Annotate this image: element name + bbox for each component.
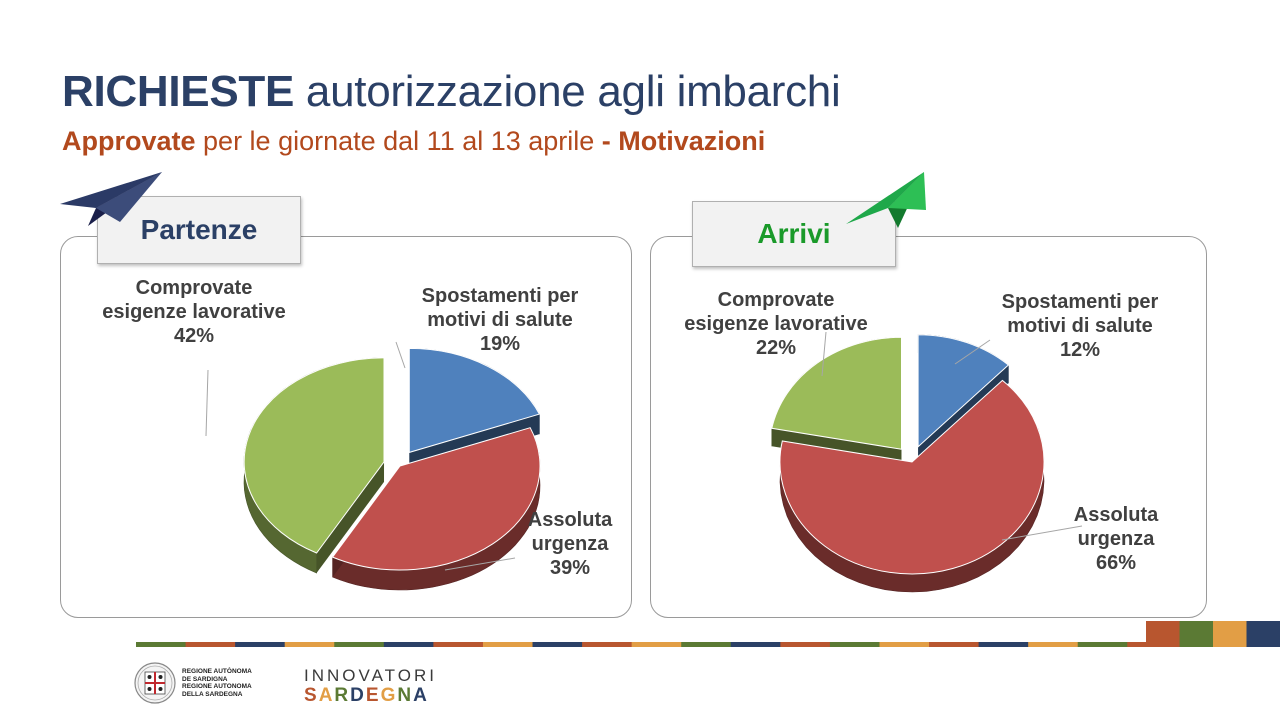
footer-bar-segment xyxy=(185,642,236,647)
footer-bar-segment xyxy=(482,642,534,647)
leader-line xyxy=(954,339,991,365)
region-line: DELLA SARDEGNA xyxy=(182,690,243,698)
footer-bar-segment xyxy=(582,642,633,647)
leader-line xyxy=(821,331,827,377)
leader-line xyxy=(205,369,209,437)
page-subtitle: Approvate per le giornate dal 11 al 13 a… xyxy=(62,124,765,158)
sardegna-letter: R xyxy=(334,685,351,706)
footer-bar-segment xyxy=(780,642,831,647)
sardegna-letter: N xyxy=(397,685,414,706)
region-line: REGIONE AUTÒNOMA xyxy=(182,668,252,675)
pie-slice xyxy=(243,357,385,554)
innovatori-text: INNOVATORI xyxy=(304,666,437,685)
leader-line xyxy=(444,557,516,571)
sardegna-letter: A xyxy=(318,685,335,706)
leader-line xyxy=(395,341,406,369)
footer-bar-segment xyxy=(334,642,385,647)
innovatori-sardegna-logo: INNOVATORI SARDEGNA xyxy=(304,666,437,706)
page-title: RICHIESTE autorizzazione agli imbarchi xyxy=(62,66,841,118)
sardegna-letter: A xyxy=(413,685,429,706)
subtitle-bold-approvate: Approvate xyxy=(62,126,196,156)
data-label: Comprovate esigenze lavorative 22% xyxy=(684,289,867,359)
data-label: Assoluta urgenza 66% xyxy=(1074,504,1159,574)
sardegna-letter: G xyxy=(380,685,398,706)
arrivi-pie-chart: Spostamenti per motivi di salute 12% Assolu… xyxy=(684,289,1159,593)
regione-sardegna-logo: REGIONE AUTÒNOMA DE SARDIGNA REGIONE AUT… xyxy=(134,660,252,706)
footer-bar-segment xyxy=(730,642,781,647)
paper-plane-icon-navy xyxy=(60,172,162,226)
coat-of-arms-icon xyxy=(134,662,176,704)
data-label: Comprovate esigenze lavorative 42% xyxy=(102,277,285,347)
footer-color-bar xyxy=(136,642,1276,647)
region-line: REGIONE AUTONOMA xyxy=(182,683,252,690)
title-bold: RICHIESTE xyxy=(62,67,294,116)
footer-bar-segment xyxy=(136,642,187,647)
region-name-text: REGIONE AUTÒNOMA DE SARDIGNA REGIONE AUT… xyxy=(182,668,252,698)
pie-slice xyxy=(779,379,1045,575)
leader-line xyxy=(1001,525,1083,541)
footer-bar-segment xyxy=(681,642,732,647)
footer-square xyxy=(1213,621,1247,647)
footer-bar-segment xyxy=(235,642,286,647)
partenze-pie-chart: Spostamenti per motivi di salute 19% Assolu… xyxy=(102,277,613,591)
pie-slice xyxy=(917,334,1010,448)
footer-bar-segment xyxy=(929,642,980,647)
footer-color-squares xyxy=(1146,621,1280,647)
subtitle-bold-motivazioni: - Motivazioni xyxy=(601,126,766,156)
footer-bar-segment xyxy=(829,642,880,647)
footer-bar-segment xyxy=(879,642,930,647)
subtitle-middle: per le giornate dal 11 al 13 aprile xyxy=(195,126,602,156)
footer-square xyxy=(1146,621,1180,647)
title-rest: autorizzazione agli imbarchi xyxy=(294,67,841,116)
footer-bar-segment xyxy=(284,642,335,647)
data-label: Assoluta urgenza 39% xyxy=(528,509,613,579)
footer-square xyxy=(1246,621,1280,647)
footer-bar-segment xyxy=(1028,642,1079,647)
footer-bar-segment xyxy=(433,642,484,647)
footer-bar-segment xyxy=(631,642,682,647)
data-label: Spostamenti per motivi di salute 19% xyxy=(422,285,579,355)
pie-slice-wall xyxy=(316,461,385,574)
sardegna-letter: E xyxy=(365,685,381,706)
footer-bar-segment xyxy=(1077,642,1128,647)
data-label: Spostamenti per motivi di salute 12% xyxy=(1002,291,1159,361)
footer-square xyxy=(1179,621,1213,647)
sardegna-letter: D xyxy=(350,685,366,706)
pie-slice xyxy=(771,336,902,450)
footer-bar-segment xyxy=(532,642,583,647)
paper-plane-icon-green xyxy=(846,172,926,228)
footer-bar-segment xyxy=(383,642,434,647)
pie-slice xyxy=(408,347,541,454)
pie-slice xyxy=(331,427,541,571)
sardegna-letter: S xyxy=(304,685,319,706)
footer-bar-segment xyxy=(978,642,1029,647)
region-line: DE SARDIGNA xyxy=(182,675,228,683)
arrivi-tab: Arrivi xyxy=(692,201,896,267)
sardegna-text: SARDEGNA xyxy=(304,685,437,706)
